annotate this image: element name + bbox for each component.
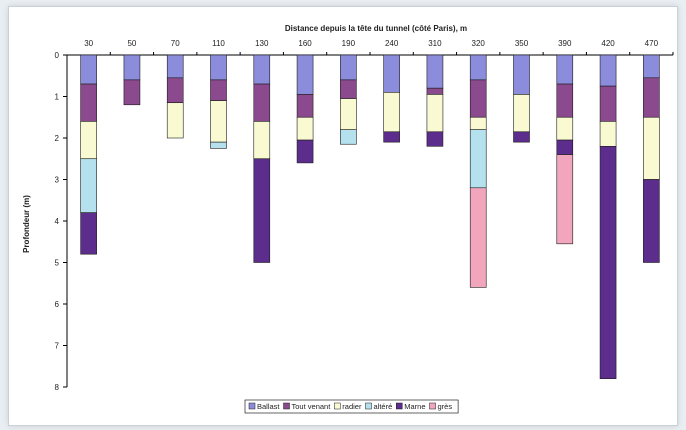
- bar-segment: [296, 54, 314, 95]
- bar-segment: [253, 54, 271, 85]
- x-tick-label: 420: [601, 39, 615, 48]
- bar-segment: [340, 79, 357, 99]
- bar-segment: [80, 83, 97, 122]
- chart-frame: Distance depuis la tête du tunnel (côté …: [8, 6, 678, 426]
- x-tick-label: 160: [298, 39, 312, 48]
- y-tick-label: 0: [55, 51, 60, 60]
- legend-label: grès: [438, 402, 453, 411]
- bar-segment: [643, 54, 660, 79]
- bar-segment: [253, 83, 271, 122]
- chart-title: Distance depuis la tête du tunnel (côté …: [285, 24, 467, 33]
- legend: Ballast Tout venant radier altéré Marne grès: [244, 399, 459, 414]
- bar-segment: [210, 141, 227, 149]
- bar-segment: [253, 121, 271, 160]
- stacked-depth-chart: Distance depuis la tête du tunnel (côté …: [22, 24, 674, 414]
- bar-segment: [253, 158, 271, 263]
- plot-area: 0 1 2 3 4 5 6 7 8 30 50 70 110 130 160 190 240 310 320 350 3…: [55, 39, 674, 392]
- bar-segment: [426, 131, 444, 147]
- bar-segment: [296, 94, 314, 118]
- bar-segment: [643, 77, 660, 118]
- bar-segment: [599, 121, 617, 147]
- bar-segment: [513, 131, 530, 143]
- legend-box: [244, 399, 459, 414]
- bar-segment: [469, 54, 487, 81]
- legend-label: Marne: [404, 402, 425, 411]
- y-tick-label: 2: [55, 134, 60, 143]
- bar-segment: [166, 102, 184, 139]
- bar-segment: [80, 158, 97, 214]
- x-tick-label: 310: [428, 39, 442, 48]
- x-tick-label: 30: [84, 39, 93, 48]
- bar-segment: [80, 121, 97, 160]
- bar-segment: [80, 54, 97, 85]
- y-tick-label: 7: [55, 342, 60, 351]
- x-tick-label: 130: [255, 39, 269, 48]
- bar-segment: [340, 54, 357, 81]
- legend-label: Tout venant: [292, 402, 332, 411]
- y-tick-label: 4: [55, 217, 60, 226]
- bar-segment: [166, 54, 184, 79]
- bar-segment: [643, 179, 660, 263]
- bar-segment: [469, 187, 487, 288]
- bar-segment: [210, 100, 227, 143]
- bar-segment: [643, 116, 660, 180]
- legend-label: altéré: [373, 402, 392, 411]
- bar-segment: [210, 79, 227, 101]
- bar-segment: [556, 139, 574, 155]
- y-axis-label: Profondeur (m): [22, 195, 31, 253]
- y-tick-label: 1: [55, 93, 60, 102]
- bar-segment: [513, 54, 530, 95]
- legend-swatch: [396, 402, 403, 410]
- legend-label: Ballast: [257, 402, 280, 411]
- bar-segment: [513, 94, 530, 133]
- bar-segment: [296, 116, 314, 141]
- y-tick-label: 3: [55, 176, 60, 185]
- bar-segment: [599, 54, 617, 87]
- bar-segment: [426, 54, 444, 89]
- bar-segment: [599, 146, 617, 379]
- bar-segment: [383, 54, 400, 93]
- bar-segment: [469, 129, 487, 189]
- bar-segment: [383, 92, 400, 133]
- legend-label: radier: [342, 402, 362, 411]
- y-tick-label: 8: [55, 383, 60, 392]
- x-tick-label: 240: [385, 39, 399, 48]
- legend-swatch: [365, 402, 372, 410]
- y-tick-label: 5: [55, 259, 60, 268]
- x-tick-label: 190: [342, 39, 356, 48]
- bar-segment: [469, 79, 487, 118]
- bar-segment: [426, 94, 444, 133]
- bar-segment: [80, 212, 97, 255]
- bar-segment: [166, 77, 184, 104]
- legend-swatch: [283, 402, 290, 410]
- bar-segment: [383, 131, 400, 143]
- bar-segment: [340, 98, 357, 130]
- bar-segment: [556, 54, 574, 85]
- x-tick-label: 390: [558, 39, 572, 48]
- x-tick-label: 470: [645, 39, 659, 48]
- bar-segment: [123, 79, 141, 106]
- x-tick-label: 350: [515, 39, 529, 48]
- bar-segment: [210, 54, 227, 81]
- bar-segment: [340, 129, 357, 145]
- y-tick-label: 6: [55, 300, 60, 309]
- x-tick-label: 70: [171, 39, 180, 48]
- legend-swatch: [248, 402, 256, 410]
- bar-segment: [123, 54, 141, 81]
- legend-swatch: [429, 402, 436, 410]
- bar-segment: [556, 116, 574, 141]
- bar-segment: [556, 83, 574, 118]
- legend-swatch: [334, 402, 341, 410]
- bar-segment: [469, 116, 487, 130]
- x-tick-label: 110: [212, 39, 225, 48]
- x-tick-label: 50: [127, 39, 136, 48]
- bar-segment: [599, 85, 617, 122]
- x-tick-label: 320: [472, 39, 486, 48]
- bar-segment: [426, 87, 444, 95]
- bar-segment: [556, 154, 574, 245]
- bar-segment: [296, 139, 314, 164]
